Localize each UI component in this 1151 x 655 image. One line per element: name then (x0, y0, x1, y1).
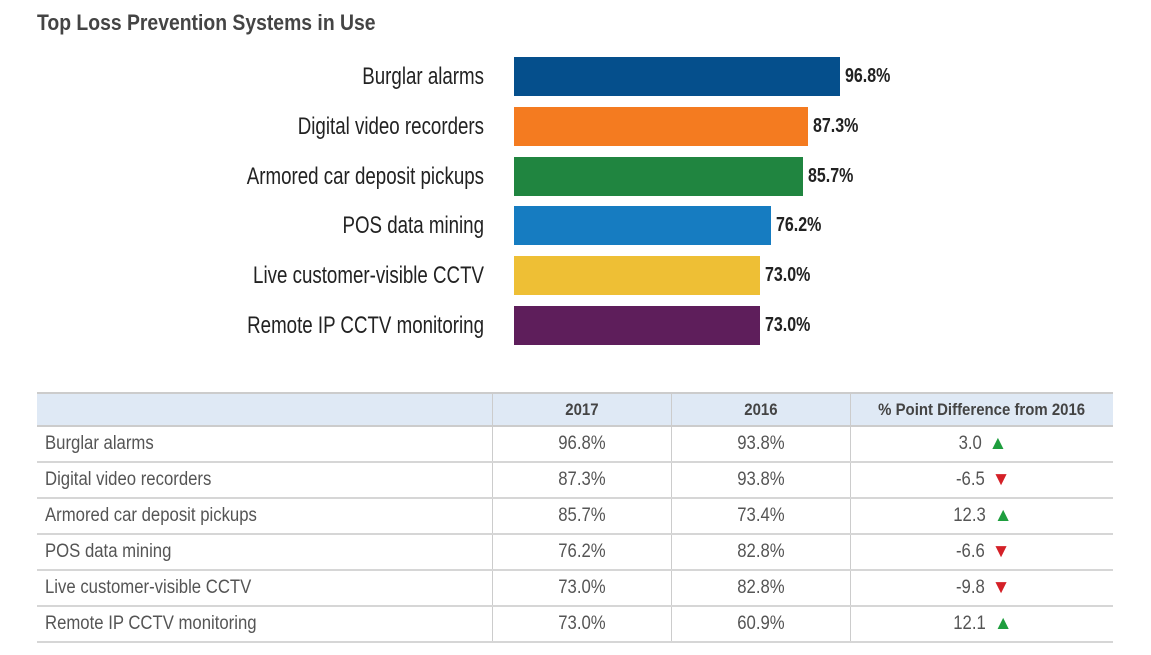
data-label: 76.2% (775, 214, 822, 237)
system-name-text: POS data mining (45, 541, 172, 562)
value-2017-text: 73.0% (558, 613, 606, 634)
arrow-up-icon: ▲ (993, 613, 1013, 634)
bar (514, 156, 803, 196)
value-2017: 76.2% (492, 534, 672, 571)
value-2016: 73.4% (671, 498, 851, 535)
value-2016: 93.8% (671, 462, 851, 499)
bar-chart: Burglar alarms 96.8% Digital video recorde… (0, 0, 960, 360)
category-label: Digital video recorders (297, 112, 484, 140)
category-label: Armored car deposit pickups (246, 162, 484, 190)
value-2017-text: 73.0% (558, 577, 606, 598)
value-2016: 82.8% (671, 534, 851, 571)
value-2016-text: 73.4% (737, 505, 785, 526)
data-label: 85.7% (807, 164, 854, 187)
table-row: Digital video recorders 87.3% 93.8% -6.5… (37, 462, 1113, 499)
comparison-table: 2017 2016 % Point Difference from 2016 B… (37, 392, 1113, 643)
table-row: Armored car deposit pickups 85.7% 73.4% … (37, 498, 1113, 535)
value-2017: 85.7% (492, 498, 672, 535)
value-2017: 73.0% (492, 570, 672, 607)
value-2016-text: 82.8% (737, 577, 785, 598)
bar (514, 306, 760, 345)
value-2017: 73.0% (492, 606, 672, 643)
value-2017-text: 96.8% (558, 433, 606, 454)
system-name-text: Remote IP CCTV monitoring (45, 613, 257, 634)
value-2016-text: 93.8% (737, 433, 785, 454)
table-row: POS data mining 76.2% 82.8% -6.6 ▼ (37, 534, 1113, 571)
data-label: 73.0% (765, 264, 811, 287)
bar (514, 106, 809, 146)
system-name-text: Live customer-visible CCTV (45, 577, 252, 598)
value-2016: 82.8% (671, 570, 851, 607)
header-2017: 2017 (492, 392, 672, 427)
value-2016-text: 60.9% (737, 613, 785, 634)
difference-text: 3.0 (958, 433, 982, 454)
system-name: Armored car deposit pickups (37, 498, 493, 535)
arrow-down-icon: ▼ (991, 577, 1011, 598)
table-row: Live customer-visible CCTV 73.0% 82.8% -… (37, 570, 1113, 607)
category-label: Burglar alarms (362, 63, 484, 90)
bar (514, 206, 771, 246)
system-name-text: Burglar alarms (45, 433, 154, 454)
category-label: Live customer-visible CCTV (253, 262, 484, 290)
header-blank (37, 392, 493, 427)
header-2016: 2016 (671, 392, 851, 427)
difference: 3.0 ▲ (850, 426, 1113, 463)
category-label: POS data mining (342, 212, 484, 240)
arrow-up-icon: ▲ (993, 505, 1013, 526)
system-name: POS data mining (37, 534, 493, 571)
table-header-row: 2017 2016 % Point Difference from 2016 (37, 392, 1113, 427)
difference-text: 12.3 (953, 505, 987, 526)
table-row: Burglar alarms 96.8% 93.8% 3.0 ▲ (37, 426, 1113, 463)
difference: 12.3 ▲ (850, 498, 1113, 535)
system-name-text: Armored car deposit pickups (45, 505, 257, 526)
value-2016-text: 93.8% (737, 469, 785, 490)
difference-text: 12.1 (953, 613, 987, 634)
value-2017-text: 87.3% (558, 469, 606, 490)
data-label: 73.0% (765, 314, 811, 336)
header-diff-text: % Point Difference from 2016 (878, 399, 1086, 419)
value-2017-text: 85.7% (558, 505, 606, 526)
value-2016: 93.8% (671, 426, 851, 463)
difference: -9.8 ▼ (850, 570, 1113, 607)
system-name: Live customer-visible CCTV (37, 570, 493, 607)
system-name: Remote IP CCTV monitoring (37, 606, 493, 643)
arrow-down-icon: ▼ (991, 469, 1011, 490)
system-name-text: Digital video recorders (45, 469, 212, 490)
arrow-up-icon: ▲ (988, 433, 1008, 454)
data-label: 87.3% (813, 114, 859, 137)
value-2016: 60.9% (671, 606, 851, 643)
system-name: Digital video recorders (37, 462, 493, 499)
table-row: Remote IP CCTV monitoring 73.0% 60.9% 12… (37, 606, 1113, 643)
header-2017-text: 2017 (565, 399, 599, 419)
category-label: Remote IP CCTV monitoring (247, 312, 484, 339)
difference: -6.6 ▼ (850, 534, 1113, 571)
data-label: 96.8% (845, 65, 891, 87)
system-name: Burglar alarms (37, 426, 493, 463)
header-2016-text: 2016 (744, 399, 778, 419)
value-2017: 96.8% (492, 426, 672, 463)
bar (514, 256, 760, 296)
arrow-down-icon: ▼ (991, 541, 1011, 562)
value-2017: 87.3% (492, 462, 672, 499)
value-2016-text: 82.8% (737, 541, 785, 562)
difference: 12.1 ▲ (850, 606, 1113, 643)
difference-text: -9.8 (955, 577, 985, 598)
difference-text: -6.6 (955, 541, 985, 562)
value-2017-text: 76.2% (558, 541, 606, 562)
chart-title: Top Loss Prevention Systems in Use (37, 10, 376, 35)
difference-text: -6.5 (955, 469, 985, 490)
difference: -6.5 ▼ (850, 462, 1113, 499)
bar (514, 57, 841, 96)
header-diff: % Point Difference from 2016 (850, 392, 1113, 427)
